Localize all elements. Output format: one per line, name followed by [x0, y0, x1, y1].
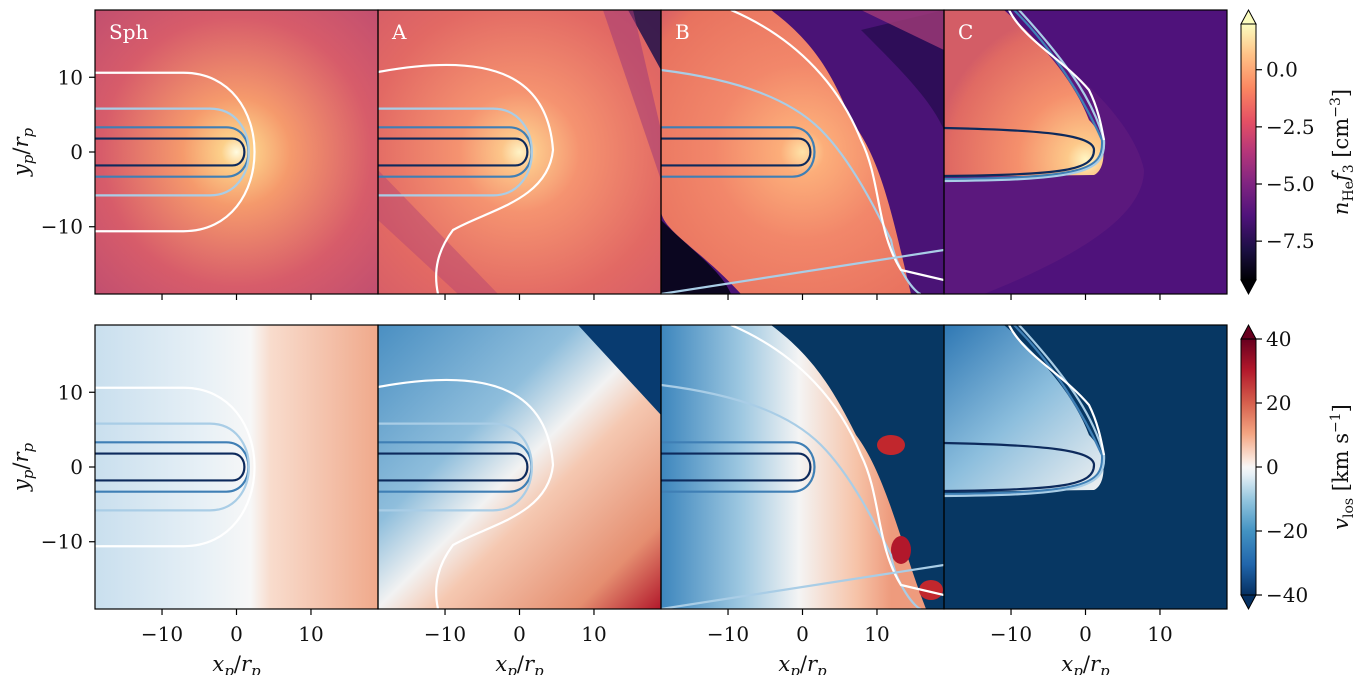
contour-line [944, 126, 1096, 178]
panel-c-v-los [944, 325, 1227, 609]
x-tick-label: 10 [581, 622, 606, 646]
x-tick-label: 10 [1147, 622, 1172, 646]
contour-line [378, 107, 533, 197]
contour-line [95, 452, 246, 482]
contour-line [944, 10, 1104, 181]
panel-a-v-los [378, 325, 661, 609]
colorbar-tick-label: −2.5 [1266, 115, 1315, 139]
contour-line [95, 137, 246, 167]
x-tick-label: −10 [424, 622, 466, 646]
colorbar-1: 40 20 0 −20 −40 vlos [km s−1] [1240, 323, 1357, 611]
panel-label: C [958, 20, 973, 44]
y-tick-label: 0 [70, 140, 83, 164]
contour-line [730, 10, 944, 282]
contour-line [378, 63, 555, 294]
panel-sph-nhe-f3 [95, 10, 378, 294]
colorbar-tick-label: −20 [1266, 519, 1308, 543]
x-axis-label: xp/rp [778, 652, 827, 675]
panel-a-nhe-f3 [378, 10, 661, 294]
colorbar-tick-label: −5.0 [1266, 172, 1315, 196]
x-tick-label: −10 [707, 622, 749, 646]
x-tick-label: 0 [230, 622, 243, 646]
y-axis-label: yp/rp [9, 443, 37, 493]
colorbar-label: nHef3 [cm−3] [1328, 89, 1357, 215]
contour-line [661, 137, 812, 167]
x-tick-label: 0 [796, 622, 809, 646]
contour-line [378, 452, 529, 482]
panel-label: A [391, 20, 407, 44]
colorbar-tick-label: −7.5 [1266, 229, 1315, 253]
colorbar-0: 0.0 −2.5 −5.0 −7.5 nHef3 [cm−3] [1240, 8, 1357, 296]
contour-line [378, 422, 533, 512]
contour-line [661, 563, 944, 609]
contour-line [95, 386, 256, 548]
contour-line [1008, 10, 1106, 141]
contour-line [944, 325, 1104, 496]
colorbar-tick-label: 0.0 [1266, 58, 1298, 82]
x-tick-label: 0 [513, 622, 526, 646]
panel-label: Sph [109, 20, 149, 44]
panel-b-v-los [661, 325, 944, 609]
contour-line [378, 137, 529, 167]
contour-line [944, 10, 1106, 183]
contour-line [378, 378, 555, 609]
panel-c-nhe-f3 [944, 10, 1227, 294]
x-tick-label: −10 [990, 622, 1032, 646]
y-tick-label: −10 [41, 530, 83, 554]
contour-line [95, 422, 250, 512]
panel-sph-v-los [95, 325, 378, 609]
contour-line [661, 441, 816, 493]
y-tick-label: 10 [58, 380, 83, 404]
colorbar-tick-label: −40 [1266, 583, 1308, 607]
y-axis-label: yp/rp [9, 128, 37, 178]
panel-b-nhe-f3 [661, 10, 944, 294]
panel-label: B [675, 20, 690, 44]
contour-line [944, 441, 1096, 493]
contour-line [661, 126, 816, 178]
y-tick-label: 0 [70, 455, 83, 479]
y-tick-label: 10 [58, 65, 83, 89]
x-axis-label: xp/rp [495, 652, 544, 675]
x-tick-label: 0 [1079, 622, 1092, 646]
colorbar-tick-label: 0 [1266, 455, 1279, 479]
contour-line [944, 325, 1106, 498]
contour-line [661, 452, 812, 482]
contour-line [730, 325, 944, 597]
y-tick-label: −10 [41, 215, 83, 239]
colorbar-tick-label: 20 [1266, 391, 1291, 415]
x-axis-label: xp/rp [1061, 652, 1110, 675]
x-axis-label: xp/rp [212, 652, 261, 675]
x-tick-label: −10 [141, 622, 183, 646]
x-tick-label: 10 [298, 622, 323, 646]
contour-line [95, 107, 250, 197]
colorbar-tick-label: 40 [1266, 327, 1291, 351]
contour-line [1008, 325, 1106, 456]
colorbar-label: vlos [km s−1] [1328, 404, 1357, 530]
contour-line [661, 248, 944, 294]
x-tick-label: 10 [864, 622, 889, 646]
contour-line [95, 71, 256, 233]
